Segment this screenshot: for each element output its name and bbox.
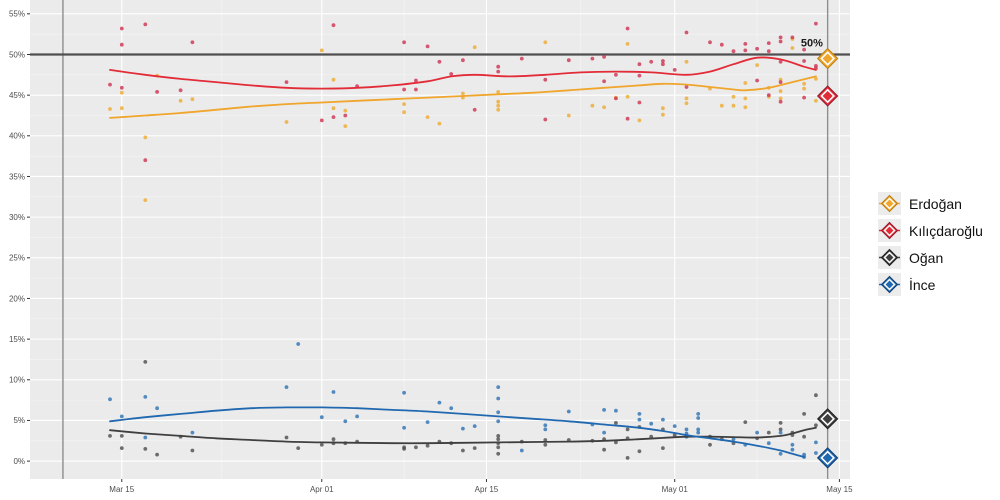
legend-label-erdogan: Erdoğan: [909, 195, 962, 212]
y-tick-label: 5%: [13, 416, 25, 425]
x-tick-label: Mar 15: [109, 485, 134, 494]
y-tick-label: 35%: [9, 172, 25, 181]
axis-labels: 0% 5% 10% 15% 20% 25% 30% 35% 40% 45% 50% 55% Mar 15…: [9, 10, 853, 494]
y-tick-label: 20%: [9, 294, 25, 303]
y-tick-label: 50%: [9, 50, 25, 59]
y-tick-label: 25%: [9, 254, 25, 263]
y-tick-label: 55%: [9, 10, 25, 19]
x-tick-label: May 15: [826, 485, 853, 494]
legend-key-ogan-diamond-icon: [878, 246, 901, 269]
legend-label-kilicdaroglu: Kılıçdaroğlu: [909, 222, 983, 239]
ince-final-diamond: [816, 447, 839, 469]
series-erdogan-trend: [109, 75, 817, 119]
kilicdaroglu-final-diamond: [816, 85, 839, 107]
x-tick-label: May 01: [662, 485, 689, 494]
legend-label-ince: İnce: [909, 276, 936, 293]
fifty-percent-label: 50%: [801, 37, 823, 49]
chart-legend: Erdoğan Kılıçdaroğlu Oğan İnce: [878, 190, 983, 298]
x-tick-label: Apr 01: [310, 485, 334, 494]
y-tick-label: 0%: [13, 457, 25, 466]
series-kilicdaroglu-points: [108, 21, 818, 163]
legend-key-ince-diamond-icon: [878, 273, 901, 296]
legend-item-ince: İnce: [878, 271, 983, 298]
series-kilicdaroglu-trend: [109, 56, 817, 90]
legend-item-ogan: Oğan: [878, 244, 983, 271]
legend-key-erdogan-diamond-icon: [878, 192, 901, 215]
series-ogan-trend: [109, 426, 817, 445]
series-ince-trend: [109, 406, 805, 458]
ogan-final-diamond: [816, 408, 839, 430]
legend-item-erdogan: Erdoğan: [878, 190, 983, 217]
y-tick-label: 45%: [9, 91, 25, 100]
y-tick-label: 15%: [9, 335, 25, 344]
y-tick-label: 40%: [9, 132, 25, 141]
y-tick-label: 30%: [9, 213, 25, 222]
chart-panel: [30, 0, 850, 479]
legend-key-kilicdaroglu-diamond-icon: [878, 219, 901, 242]
series-ince-points: [108, 342, 818, 459]
series-ogan-points: [108, 360, 818, 460]
erdogan-final-diamond: [816, 47, 839, 70]
legend-item-kilicdaroglu: Kılıçdaroğlu: [878, 217, 983, 244]
y-tick-label: 10%: [9, 376, 25, 385]
legend-label-ogan: Oğan: [909, 249, 944, 266]
x-tick-label: Apr 15: [475, 485, 499, 494]
